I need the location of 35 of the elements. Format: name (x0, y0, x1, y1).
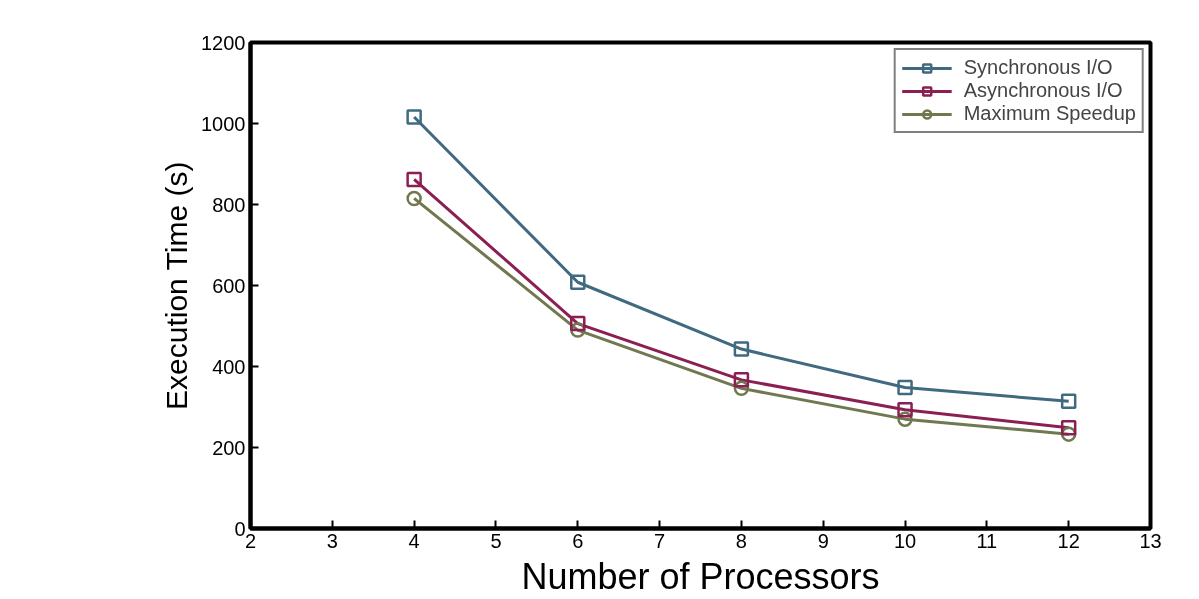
y-axis-title: Execution Time (s) (160, 161, 194, 410)
y-tick-label: 600 (212, 274, 246, 297)
point (570, 274, 586, 291)
x-tick-label: 9 (817, 529, 829, 552)
point (897, 402, 913, 418)
point (733, 341, 750, 357)
x-tick-label: 10 (893, 529, 917, 552)
point (570, 315, 586, 332)
x-tick-label: 2 (244, 529, 257, 552)
point (897, 379, 913, 396)
x-tick-label: 4 (408, 529, 420, 552)
legend-label: Asynchronous I/O (963, 79, 1123, 102)
y-tick-label: 0 (234, 517, 246, 540)
point (406, 190, 422, 207)
x-axis-title: Number of Processors (521, 555, 880, 597)
y-tick-label: 400 (212, 355, 246, 378)
point (1060, 419, 1077, 436)
x-tick-label: 11 (976, 529, 998, 552)
x-tick-label: 3 (326, 529, 338, 552)
x-tick-label: 12 (1057, 529, 1080, 552)
y-tick-label: 1200 (201, 31, 246, 54)
y-tick-label: 200 (212, 436, 246, 459)
x-tick-label: 5 (490, 529, 502, 552)
x-tick-label: 8 (735, 529, 747, 552)
x-tick-label: 13 (1139, 529, 1162, 552)
point (733, 372, 750, 388)
point (406, 109, 422, 125)
point (1060, 393, 1077, 410)
point (406, 171, 422, 188)
y-tick-label: 800 (212, 193, 246, 216)
legend-label: Maximum Speedup (963, 102, 1136, 125)
x-tick-label: 6 (572, 529, 584, 552)
y-tick-label: 1000 (201, 112, 246, 135)
x-tick-label: 7 (654, 529, 666, 552)
legend-label: Synchronous I/O (963, 56, 1113, 79)
